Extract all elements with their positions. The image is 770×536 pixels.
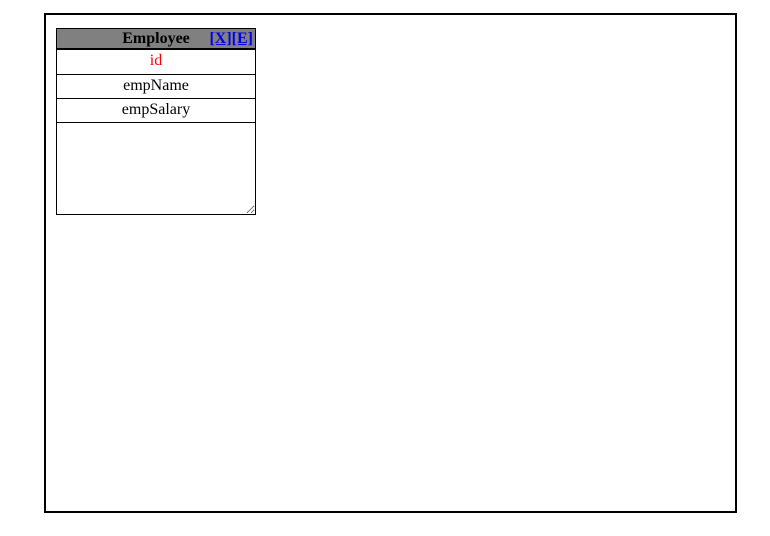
entity-actions: [X][E] — [209, 29, 253, 49]
entity-fields: id empName empSalary — [57, 50, 255, 122]
design-canvas[interactable]: Employee [X][E] id empName empSalary — [44, 13, 737, 513]
edit-button[interactable]: [E] — [232, 30, 253, 47]
close-button[interactable]: [X] — [209, 30, 231, 47]
entity-header: Employee [X][E] — [57, 29, 255, 50]
field-row[interactable]: id — [57, 50, 255, 74]
field-row[interactable]: empName — [57, 74, 255, 98]
field-row[interactable]: empSalary — [57, 98, 255, 122]
entity-box[interactable]: Employee [X][E] id empName empSalary — [56, 28, 256, 215]
entity-body-resizer[interactable] — [57, 122, 255, 214]
entity-title: Employee — [122, 30, 190, 47]
